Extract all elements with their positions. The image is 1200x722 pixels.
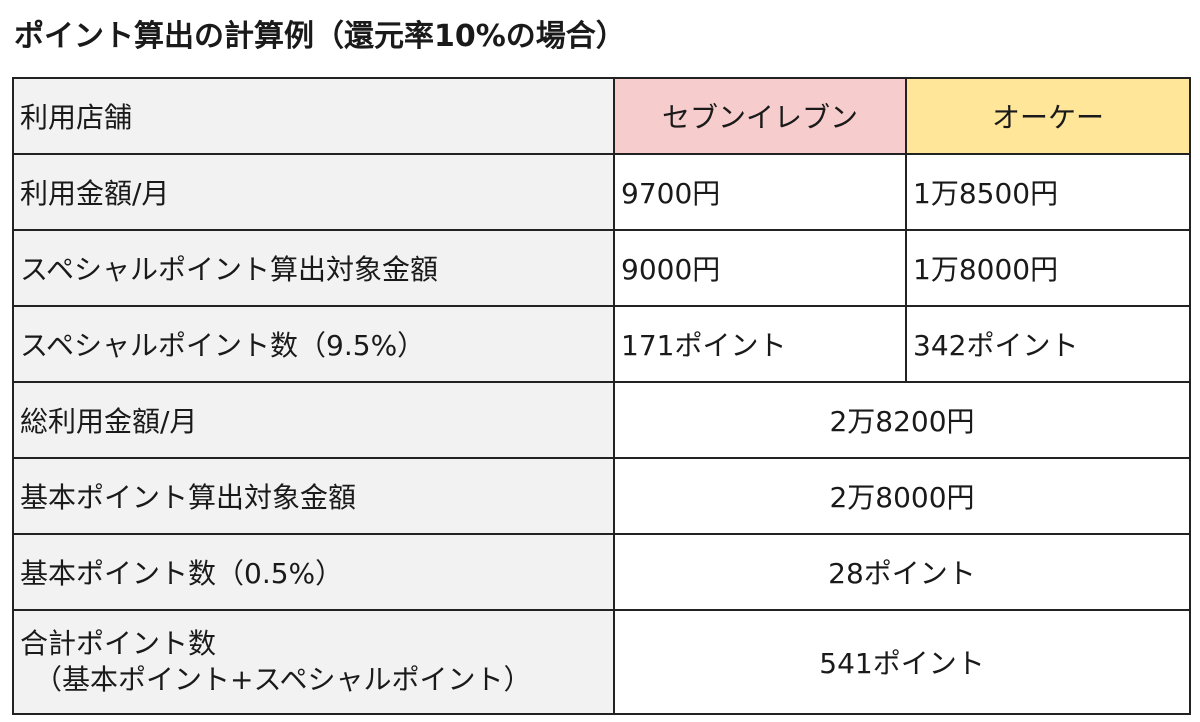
merged-value: 28ポイント: [613, 533, 1191, 611]
okay-value: 342ポイント: [905, 305, 1191, 383]
merged-value: 2万8000円: [613, 457, 1191, 535]
row-label: 利用金額/月: [12, 153, 615, 231]
merged-value: 2万8200円: [613, 381, 1191, 459]
points-calculation-table: 利用店舗 セブンイレブン オーケー 利用金額/月 9700円 1万8500円 ス…: [12, 77, 1191, 715]
header-okay: オーケー: [905, 77, 1191, 155]
table-row: 利用金額/月 9700円 1万8500円: [12, 153, 1191, 231]
seven-eleven-value: 9000円: [613, 229, 907, 307]
seven-eleven-value: 9700円: [613, 153, 907, 231]
row-label: 基本ポイント数（0.5%）: [12, 533, 615, 611]
seven-eleven-value: 171ポイント: [613, 305, 907, 383]
row-label-total: 合計ポイント数 （基本ポイント+スペシャルポイント）: [12, 609, 615, 715]
header-seven-eleven: セブンイレブン: [613, 77, 907, 155]
table-row: 合計ポイント数 （基本ポイント+スペシャルポイント） 541ポイント: [12, 609, 1191, 715]
row-label: 総利用金額/月: [12, 381, 615, 459]
row-label: スペシャルポイント数（9.5%）: [12, 305, 615, 383]
total-label-line1: 合計ポイント数: [20, 626, 217, 660]
table-row: 基本ポイント算出対象金額 2万8000円: [12, 457, 1191, 535]
header-store-label: 利用店舗: [12, 77, 615, 155]
table-header-row: 利用店舗 セブンイレブン オーケー: [12, 77, 1191, 155]
row-label: スペシャルポイント算出対象金額: [12, 229, 615, 307]
okay-value: 1万8000円: [905, 229, 1191, 307]
table-row: 総利用金額/月 2万8200円: [12, 381, 1191, 459]
okay-value: 1万8500円: [905, 153, 1191, 231]
table-row: スペシャルポイント算出対象金額 9000円 1万8000円: [12, 229, 1191, 307]
page-title: ポイント算出の計算例（還元率10%の場合）: [14, 19, 626, 54]
table-row: 基本ポイント数（0.5%） 28ポイント: [12, 533, 1191, 611]
row-label: 基本ポイント算出対象金額: [12, 457, 615, 535]
merged-value: 541ポイント: [613, 609, 1191, 715]
table-row: スペシャルポイント数（9.5%） 171ポイント 342ポイント: [12, 305, 1191, 383]
total-label-line2: （基本ポイント+スペシャルポイント）: [34, 663, 532, 696]
